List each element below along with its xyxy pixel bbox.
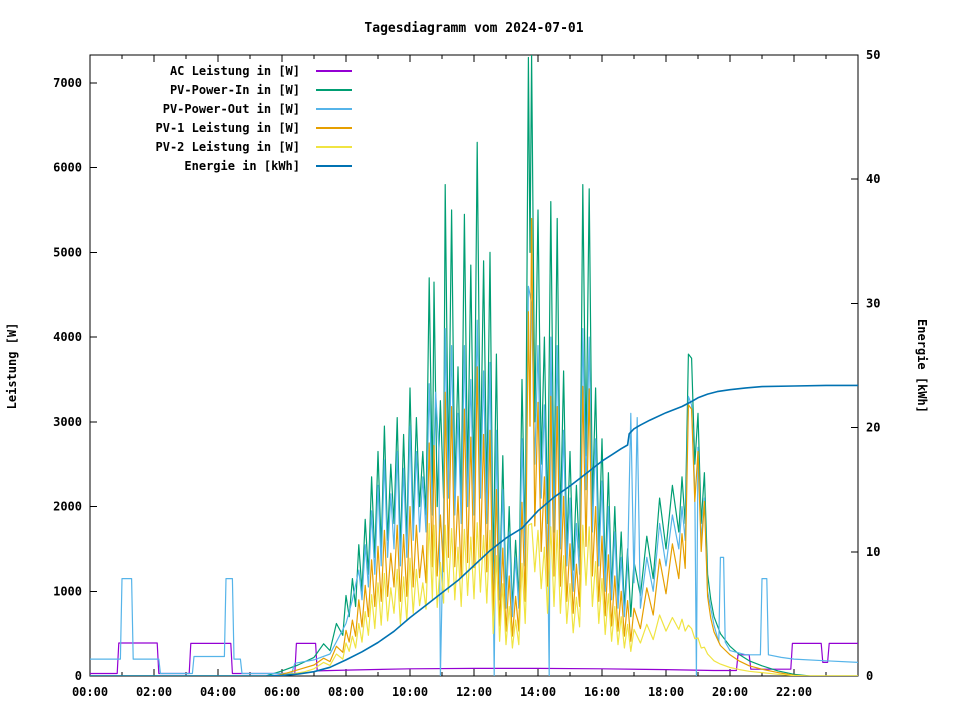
x-tick-label: 20:00 [712,685,748,699]
y-right-tick-label: 0 [866,669,873,683]
series-pv-power-out-in-w [90,285,858,676]
y-right-tick-label: 40 [866,172,880,186]
plot-area: 00:00 02:00 04:00 06:00 08:00 10:00 12:00 14:00… [53,48,880,699]
y-left-axis-label: Leistung [W] [5,323,19,410]
x-tick-label: 04:00 [200,685,236,699]
x-tick-label: 10:00 [392,685,428,699]
y-left-tick-label: 1000 [53,584,82,598]
chart-title: Tagesdiagramm vom 2024-07-01 [364,21,583,36]
series-pv-2-leistung-in-w [90,522,858,676]
series-energie-in-kwh [90,384,858,676]
x-tick-label: 16:00 [584,685,620,699]
y-right-tick-label: 30 [866,296,880,310]
y-left-tick-label: 3000 [53,415,82,429]
y-left-tick-label: 5000 [53,245,82,259]
x-tick-label: 22:00 [776,685,812,699]
x-tick-label: 06:00 [264,685,300,699]
x-tick-label: 12:00 [456,685,492,699]
legend-label: PV-Power-Out in [W] [163,102,300,116]
y-left-tick-label: 2000 [53,500,82,514]
y-right-tick-label: 10 [866,545,880,559]
y-left-tick-label: 6000 [53,161,82,175]
x-tick-label: 14:00 [520,685,556,699]
legend-label: AC Leistung in [W] [170,64,300,78]
series-ac-leistung-in-w [90,642,858,675]
legend-label: Energie in [kWh] [184,159,300,173]
legend-label: PV-Power-In in [W] [170,83,300,97]
y-left-tick-label: 4000 [53,330,82,344]
x-tick-label: 00:00 [72,685,108,699]
y-right-tick-label: 20 [866,421,880,435]
y-left-tick-label: 0 [75,669,82,683]
legend-label: PV-1 Leistung in [W] [156,121,301,135]
legend-label: PV-2 Leistung in [W] [156,140,301,154]
x-tick-label: 02:00 [136,685,172,699]
x-tick-label: 08:00 [328,685,364,699]
y-right-axis-label: Energie [kWh] [915,319,929,413]
y-left-tick-label: 7000 [53,76,82,90]
y-right-tick-label: 50 [866,48,880,62]
x-tick-label: 18:00 [648,685,684,699]
